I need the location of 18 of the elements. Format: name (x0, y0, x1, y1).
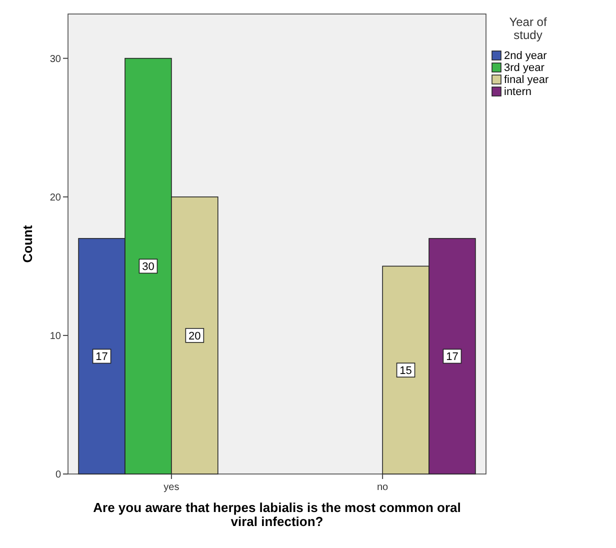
y-tick-label: 20 (50, 192, 62, 204)
x-tick-label: yes (164, 482, 180, 493)
legend-label: 3rd year (504, 62, 545, 74)
data-label: 20 (188, 330, 201, 342)
legend-label: final year (504, 74, 549, 86)
x-tick-label: no (376, 482, 389, 493)
data-label: 30 (142, 261, 154, 274)
y-tick-label: 0 (55, 470, 62, 480)
data-label: 17 (446, 351, 458, 364)
data-label: 15 (400, 365, 412, 378)
x-axis-title: Are you aware that herpes labialis is the most common oral viral infection? (93, 500, 461, 529)
legend-label: intern (504, 86, 532, 98)
legend-title: Year of study (509, 15, 548, 42)
y-tick-label: 30 (50, 54, 62, 65)
data-label: 17 (96, 351, 108, 364)
legend-label: 2nd year (504, 50, 548, 62)
y-axis-title: Count (20, 224, 35, 263)
y-tick-label: 10 (50, 330, 62, 342)
